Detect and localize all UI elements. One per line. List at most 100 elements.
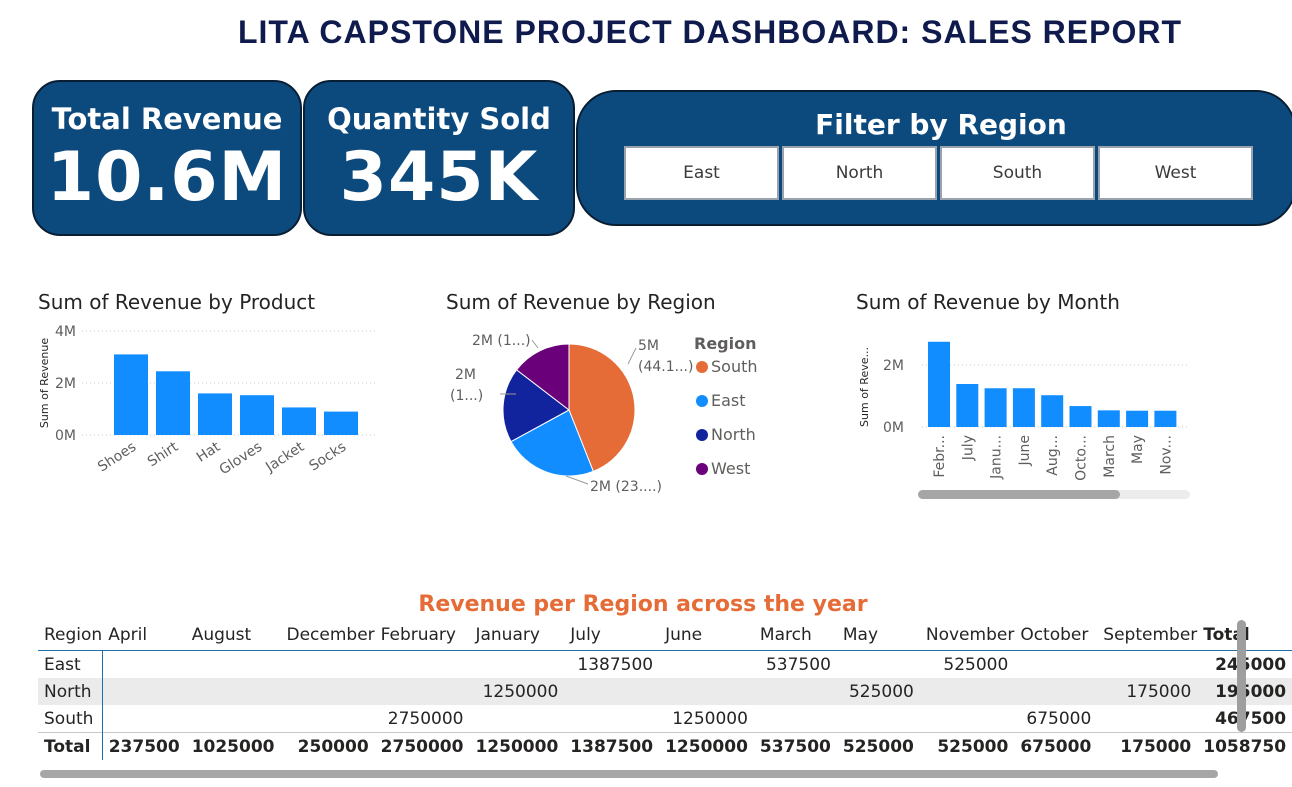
- legend-marker: [696, 395, 708, 407]
- x-tick-label: Nov...: [1158, 435, 1174, 475]
- column-header[interactable]: September: [1103, 625, 1198, 645]
- table-cell: [837, 651, 920, 679]
- region-filter-label: Filter by Region: [815, 108, 1067, 141]
- region-chart-title: Sum of Revenue by Region: [446, 290, 716, 314]
- bar-month: [1097, 410, 1120, 427]
- table-cell: [754, 705, 837, 733]
- table-cell: 525000: [836, 732, 920, 760]
- table-cell: [469, 705, 564, 733]
- table-cell: [102, 678, 186, 705]
- x-tick-label: Octo...: [1074, 435, 1090, 481]
- table-cell: [281, 651, 375, 679]
- table-cell: 525000: [836, 678, 920, 705]
- column-header[interactable]: March: [759, 625, 812, 645]
- column-header[interactable]: June: [665, 625, 703, 645]
- filter-option-west[interactable]: West: [1098, 146, 1253, 200]
- x-tick-label: May: [1130, 435, 1146, 464]
- table-cell: 175000: [1097, 732, 1198, 760]
- table-cell: 537500: [765, 654, 831, 675]
- bar-shoes: [114, 354, 148, 435]
- vertical-scrollbar[interactable]: [1237, 620, 1246, 732]
- bar-month: [928, 341, 950, 427]
- table-cell: [102, 651, 185, 679]
- page-title: LITA CAPSTONE PROJECT DASHBOARD: SALES R…: [237, 14, 1183, 50]
- table-total-row: Total 237500 1025000 250000 2750000 1250000 13…: [38, 732, 1292, 760]
- bar-month: [1126, 410, 1149, 427]
- table-cell: [185, 678, 281, 705]
- row-label: East: [38, 650, 103, 678]
- table-cell: [919, 678, 1015, 705]
- table-cell: [186, 705, 281, 733]
- column-header[interactable]: April: [108, 625, 148, 645]
- table-cell: [469, 651, 564, 679]
- filter-option-south[interactable]: South: [940, 146, 1095, 200]
- y-tick-label: 2M: [883, 358, 904, 374]
- table-cell: [102, 705, 185, 733]
- table-cell: 1250000: [672, 708, 748, 729]
- table-cell: [920, 705, 1014, 733]
- table-cell: [375, 651, 470, 679]
- x-tick-label: March: [1102, 435, 1118, 478]
- revenue-matrix: Region April August December February January…: [38, 620, 1292, 760]
- quantity-sold-label: Quantity Sold: [327, 102, 551, 136]
- filter-option-east[interactable]: East: [624, 146, 779, 200]
- table-cell: [280, 678, 375, 705]
- table-cell: 675000: [1014, 732, 1098, 760]
- column-header[interactable]: August: [191, 625, 252, 645]
- column-header[interactable]: February: [380, 625, 456, 645]
- table-cell: [281, 705, 375, 733]
- table-cell: 675000: [1026, 708, 1092, 729]
- quantity-sold-value: 345K: [339, 138, 539, 217]
- horizontal-scrollbar[interactable]: [40, 770, 1218, 778]
- table-cell: [564, 705, 659, 733]
- y-axis-label: Sum of Revenue: [38, 338, 51, 428]
- total-revenue-value: 10.6M: [46, 138, 288, 217]
- column-header[interactable]: May: [842, 625, 879, 645]
- x-tick-label: Gloves: [217, 439, 266, 478]
- bar-month: [1041, 395, 1064, 427]
- bar-month: [956, 383, 979, 427]
- column-header[interactable]: Region: [44, 625, 103, 645]
- column-header[interactable]: July: [570, 625, 601, 645]
- table-cell: [659, 651, 754, 679]
- row-label: North: [38, 678, 103, 705]
- quantity-sold-card: Quantity Sold 345K: [303, 80, 575, 236]
- x-tick-label: June: [1017, 435, 1033, 467]
- region-revenue-chart: 5M (44.1...) 2M (23....) 2M (1...) 2M (1...) R…: [450, 333, 758, 495]
- table-cell: [659, 678, 754, 705]
- bar-jacket: [282, 407, 316, 435]
- column-header[interactable]: October: [1020, 625, 1089, 645]
- table-cell: 175000: [1097, 678, 1198, 705]
- bar-hat: [198, 393, 232, 435]
- legend-marker: [696, 463, 708, 475]
- y-tick-label: 4M: [55, 324, 76, 340]
- legend-item-east: East: [711, 391, 746, 410]
- table-cell: [1097, 651, 1197, 679]
- table-cell: [1097, 705, 1197, 733]
- column-header[interactable]: November: [925, 625, 1015, 645]
- y-tick-label: 0M: [883, 420, 904, 436]
- table-header-row: Region April August December February January…: [38, 620, 1292, 651]
- table-cell: 1250000: [469, 678, 565, 705]
- leader-line: [627, 347, 637, 365]
- y-tick-label: 0M: [55, 428, 76, 444]
- bar-month: [984, 388, 1007, 427]
- pie-slice-north: [502, 369, 570, 443]
- table-cell: [1014, 651, 1097, 679]
- legend-marker: [696, 361, 708, 373]
- x-tick-label: Janu...: [989, 435, 1005, 480]
- table-cell: [1014, 678, 1098, 705]
- table-cell: 237500: [102, 732, 186, 760]
- column-header[interactable]: January: [475, 625, 540, 645]
- bar-shirt: [156, 371, 190, 435]
- table-cell: [837, 705, 920, 733]
- row-label: South: [38, 705, 103, 733]
- table-cell: 525000: [943, 654, 1009, 675]
- x-tick-label: Shoes: [95, 439, 139, 475]
- bar-month: [1154, 410, 1177, 427]
- table-row: South 2750000 1250000 675000 467500: [38, 705, 1292, 733]
- column-header[interactable]: December: [286, 625, 375, 645]
- table-cell: 1387500: [564, 732, 660, 760]
- filter-option-north[interactable]: North: [782, 146, 937, 200]
- scrollbar-thumb: [918, 490, 1120, 499]
